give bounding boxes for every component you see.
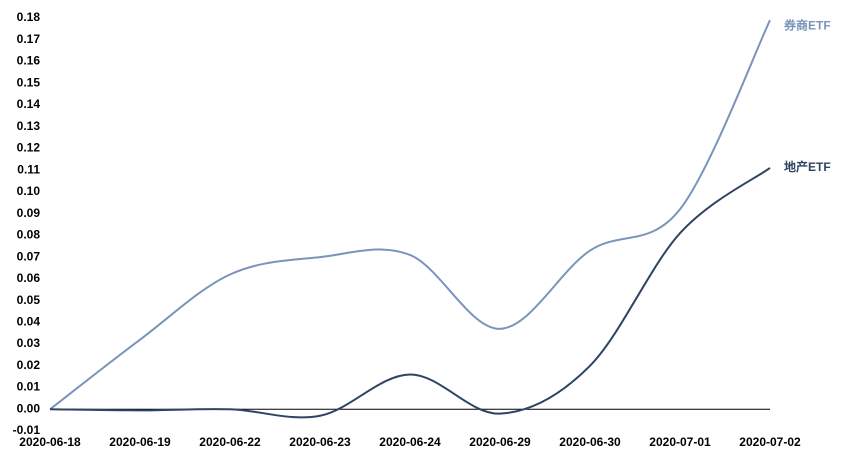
y-tick-label: 0.02 <box>17 358 41 372</box>
series-label: 券商ETF <box>783 17 831 32</box>
x-tick-label: 2020-07-02 <box>739 435 801 449</box>
y-tick-label: 0.09 <box>17 206 41 220</box>
x-tick-label: 2020-06-19 <box>109 435 171 449</box>
y-tick-label: 0.10 <box>17 184 41 198</box>
y-tick-label: 0.17 <box>17 32 41 46</box>
x-tick-label: 2020-06-29 <box>469 435 531 449</box>
y-tick-label: 0.14 <box>17 97 41 111</box>
x-tick-label: 2020-07-01 <box>649 435 711 449</box>
x-tick-label: 2020-06-30 <box>559 435 621 449</box>
y-tick-label: 0.07 <box>17 249 41 263</box>
x-tick-label: 2020-06-24 <box>379 435 441 449</box>
y-tick-label: 0.12 <box>17 141 41 155</box>
y-tick-label: 0.18 <box>17 10 41 24</box>
x-tick-label: 2020-06-22 <box>199 435 261 449</box>
y-tick-label: 0.16 <box>17 54 41 68</box>
x-tick-label: 2020-06-18 <box>19 435 81 449</box>
y-tick-label: 0.05 <box>17 293 41 307</box>
x-tick-label: 2020-06-23 <box>289 435 351 449</box>
line <box>49 19 771 411</box>
series-label: 地产ETF <box>784 159 831 174</box>
y-tick-label: 0.06 <box>17 271 41 285</box>
y-tick-label: 0.15 <box>17 75 41 89</box>
y-tick-label: 0.01 <box>17 380 41 394</box>
y-tick-label: 0.00 <box>17 401 41 415</box>
y-tick-label: 0.13 <box>17 119 41 133</box>
y-tick-label: 0.03 <box>17 336 41 350</box>
y-tick-label: 0.08 <box>17 228 41 242</box>
y-tick-label: 0.04 <box>17 314 41 328</box>
line <box>49 167 771 419</box>
y-tick-label: -0.01 <box>13 423 41 437</box>
y-tick-label: 0.11 <box>17 162 40 176</box>
